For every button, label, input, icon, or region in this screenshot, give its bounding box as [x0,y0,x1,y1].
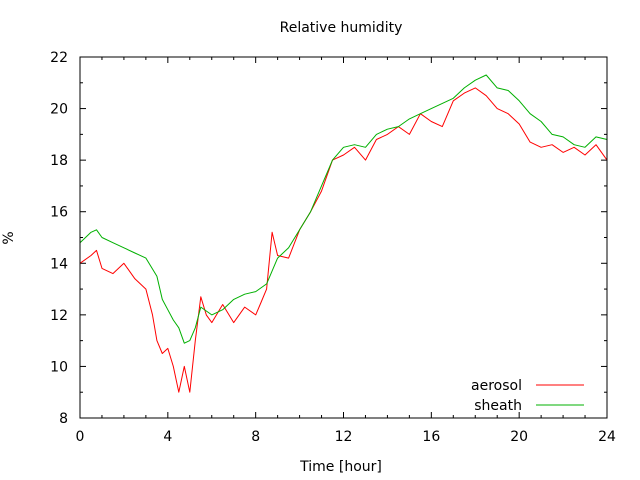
x-tick-label: 4 [163,429,172,445]
series-layer [79,74,608,393]
x-axis-label: Time [hour] [299,459,382,475]
x-tick-label: 24 [598,429,616,445]
legend: aerosol sheath [471,378,584,414]
y-tick-label: 14 [50,256,68,272]
y-axis-label: % [1,231,17,244]
legend-label-sheath: sheath [474,398,522,414]
y-tick-label: 16 [50,205,68,221]
y-tick-label: 20 [50,102,68,118]
x-tick-label: 8 [251,429,260,445]
x-tick-label: 0 [76,429,85,445]
x-tick-label: 12 [335,429,353,445]
chart-title: Relative humidity [280,20,403,36]
axis-ticks: 0 4 8 12 16 20 24 8 10 12 14 16 18 20 22 [50,50,616,445]
y-tick-label: 10 [50,359,68,375]
series-line-sheath [79,74,608,344]
y-tick-label: 18 [50,153,68,169]
y-tick-label: 22 [50,50,68,66]
plot-frame [79,56,608,419]
series-line-aerosol [79,87,608,393]
x-tick-label: 20 [510,429,528,445]
legend-label-aerosol: aerosol [471,378,522,394]
x-tick-label: 16 [422,429,440,445]
y-tick-label: 8 [59,411,68,427]
y-tick-label: 12 [50,308,68,324]
